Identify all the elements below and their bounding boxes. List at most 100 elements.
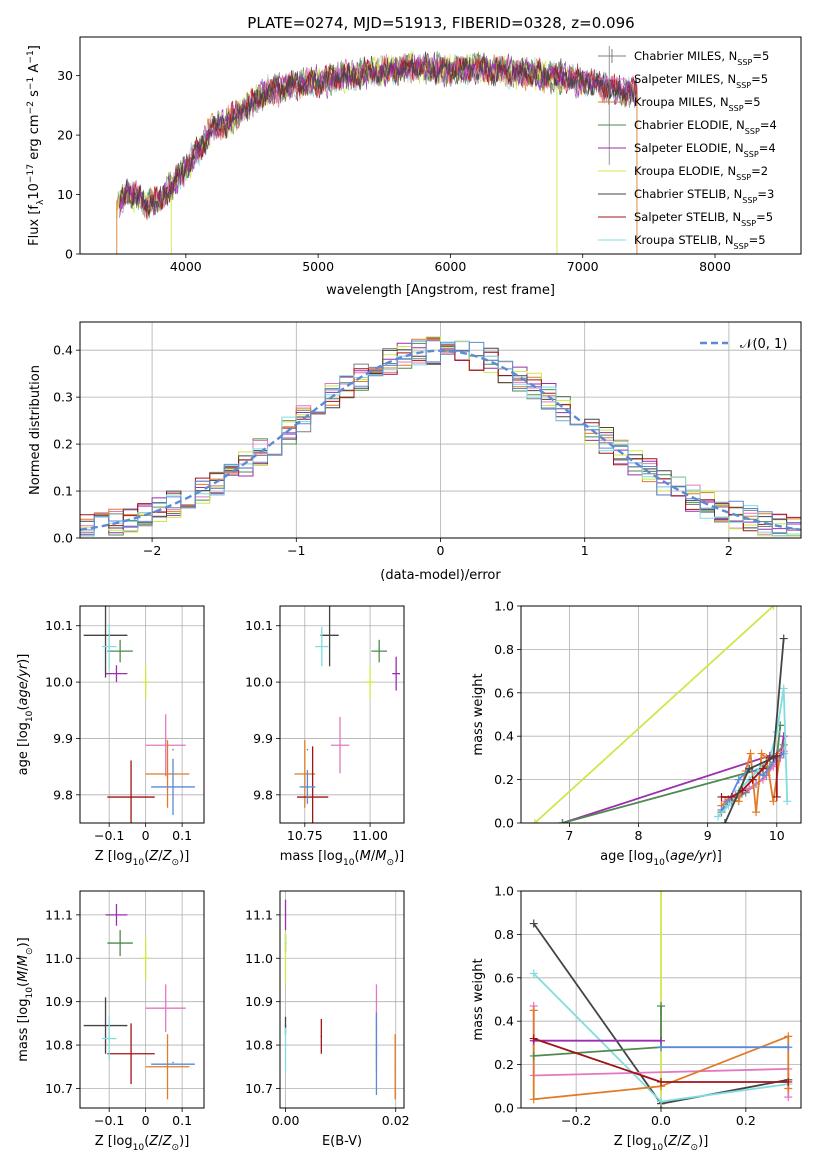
gaussian-curve [80, 349, 801, 531]
x-axis-label: (data-model)/error [380, 568, 501, 583]
data-point [115, 914, 118, 916]
data-point [284, 1024, 287, 1027]
axes-frame [79, 605, 205, 824]
y-tick-label: 10.0 [45, 675, 73, 690]
data-point [119, 650, 121, 652]
axes-age_vs_Z: −0.1 0 0.1 9.8 9.9 10.0 10.1 Z [log10(Z/Z⊙)] age… [16, 605, 205, 868]
weight-marker [784, 1077, 793, 1086]
y-tick-label: 10.7 [245, 1081, 273, 1096]
x-tick-label: 8000 [699, 259, 731, 274]
y-tick-label: 0.6 [494, 685, 514, 700]
x-tick-label: 0.1 [172, 1113, 192, 1128]
legend-entry: Kroupa ELODIE, NSSP=2 [634, 164, 768, 182]
axes-frame [279, 605, 405, 824]
y-tick-label: 10 [57, 187, 73, 202]
weight-marker [529, 1051, 538, 1060]
x-tick-label: 1 [581, 543, 589, 558]
weight-line [724, 638, 785, 823]
y-tick-label: 0.8 [494, 642, 514, 657]
weight-marker [657, 891, 665, 895]
data-point [104, 1024, 107, 1027]
plot-area-age_vs_Z [83, 606, 195, 823]
data-point [320, 645, 323, 648]
weight-marker [717, 792, 726, 801]
y-tick-label: 0.6 [494, 970, 514, 985]
weight-marker [734, 775, 743, 784]
y-tick-label: 10.8 [245, 1038, 273, 1053]
weight-marker [529, 1095, 538, 1104]
x-axis-label: Z [log10(Z/Z⊙)] [95, 849, 190, 868]
x-tick-label: −0.2 [561, 1113, 591, 1128]
y-tick-label: 10.1 [245, 618, 273, 633]
data-point [375, 1052, 378, 1055]
y-tick-label: 9.9 [253, 731, 273, 746]
weight-marker [752, 808, 761, 817]
x-tick-label: 10 [769, 828, 785, 843]
axes-residuals: −2 −1 0 1 2 0.0 0.1 0.2 0.3 0.4 𝒩(0, 1) (data-model… [28, 321, 802, 583]
weight-marker [784, 1032, 793, 1041]
weight-marker [529, 919, 538, 928]
axes-age_vs_mass: 10.75 11.00 9.8 9.9 10.0 10.1 mass [log10(M/M⊙… [245, 605, 405, 868]
x-tick-label: 7000 [567, 259, 599, 274]
spectrum-legend: Chabrier MILES, NSSP=5 Salpeter MILES, NS… [598, 49, 777, 251]
weight-marker [727, 792, 736, 801]
y-axis-label: mass [log10(M/M⊙)] [16, 937, 35, 1061]
x-tick-label: −0.1 [94, 1113, 124, 1128]
y-tick-label: 11.0 [245, 951, 273, 966]
y-tick-label: 0.2 [53, 437, 73, 452]
y-axis-label: mass weight [471, 958, 486, 1040]
y-axis-label: age [log10(age/yr)] [16, 654, 35, 776]
y-tick-label: 9.8 [253, 787, 273, 802]
data-point [172, 786, 174, 788]
y-tick-label: 0.4 [494, 729, 514, 744]
weight-marker [779, 634, 788, 643]
axes-frame [79, 890, 205, 1109]
weight-marker [714, 812, 723, 821]
y-tick-label: 9.9 [53, 731, 73, 746]
legend-entry: Chabrier ELODIE, NSSP=4 [634, 118, 777, 136]
axes-frame [279, 890, 405, 1109]
legend-entry: Kroupa MILES, NSSP=5 [634, 95, 761, 113]
weight-marker [529, 1034, 538, 1043]
weight-marker [779, 684, 788, 693]
legend-entry: Salpeter ELODIE, NSSP=4 [634, 141, 776, 159]
data-point [284, 914, 287, 916]
data-point [369, 681, 371, 683]
y-tick-label: 9.8 [53, 787, 73, 802]
x-tick-label: 2 [725, 543, 733, 558]
weight-marker [784, 1093, 793, 1102]
axes-mass_weight_vs_Z: −0.2 0.0 0.2 0.0 0.2 0.4 0.6 0.8 1.0 Z [log10(Z/Z… [471, 884, 802, 1153]
x-tick-label: −2 [143, 543, 161, 558]
data-point [166, 1065, 169, 1068]
data-point [395, 672, 397, 675]
histogram-line [80, 340, 801, 537]
data-point [306, 748, 309, 751]
data-point [304, 773, 306, 775]
weight-marker [657, 1002, 665, 1011]
x-tick-label: 0 [437, 543, 445, 558]
x-axis-label: wavelength [Angstrom, rest frame] [326, 283, 555, 298]
data-point [108, 645, 110, 648]
x-tick-label: 10.75 [287, 828, 323, 843]
y-tick-label: 10.8 [45, 1038, 73, 1053]
figure-title: PLATE=0274, MJD=51913, FIBERID=0328, z=0… [247, 14, 634, 32]
x-tick-label: 0.0 [651, 1113, 671, 1128]
weight-marker [558, 819, 567, 823]
y-tick-label: 10.7 [45, 1081, 73, 1096]
data-point [320, 1035, 323, 1038]
x-tick-label: 11.00 [352, 828, 388, 843]
y-tick-label: 1.0 [494, 884, 514, 899]
data-point [130, 1052, 132, 1055]
data-point [144, 957, 147, 960]
x-tick-label: 0.2 [736, 1113, 756, 1128]
x-axis-label: Z [log10(Z/Z⊙)] [95, 1134, 190, 1153]
y-tick-label: 10.1 [45, 618, 73, 633]
data-point [378, 650, 381, 652]
weight-line [534, 606, 774, 823]
x-tick-label: 8 [635, 828, 643, 843]
y-tick-label: 11.1 [45, 907, 73, 922]
weight-marker [772, 727, 781, 736]
data-point [108, 1037, 110, 1040]
weight-marker [724, 801, 733, 810]
